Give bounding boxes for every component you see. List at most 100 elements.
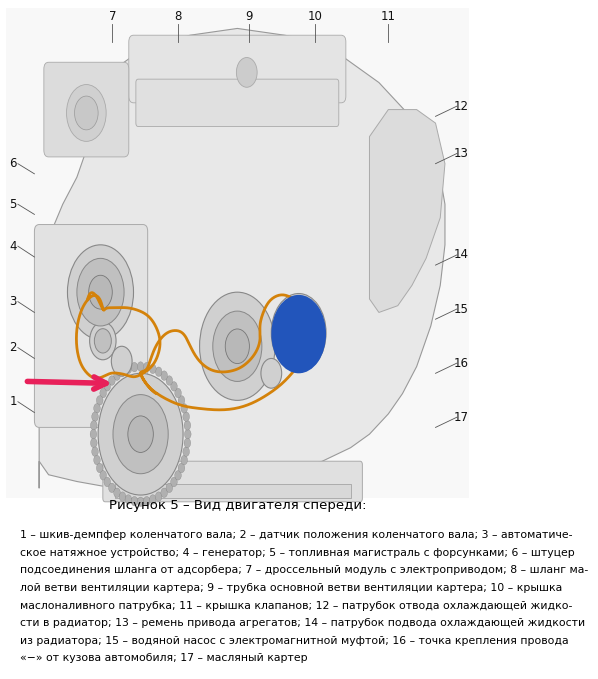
Circle shape: [104, 382, 111, 391]
Circle shape: [104, 477, 111, 487]
Circle shape: [225, 329, 249, 363]
Circle shape: [94, 403, 100, 413]
Circle shape: [91, 447, 98, 456]
Polygon shape: [39, 29, 445, 488]
Text: 16: 16: [454, 356, 469, 369]
Circle shape: [178, 396, 185, 405]
Circle shape: [109, 375, 115, 385]
Circle shape: [114, 371, 120, 380]
Circle shape: [170, 477, 177, 487]
Circle shape: [94, 329, 111, 353]
Circle shape: [166, 375, 173, 385]
Text: 3: 3: [10, 295, 17, 308]
Circle shape: [183, 412, 190, 422]
FancyBboxPatch shape: [44, 62, 129, 157]
Circle shape: [100, 388, 106, 398]
Circle shape: [144, 363, 150, 372]
Circle shape: [271, 295, 326, 373]
Circle shape: [96, 463, 103, 473]
Text: подсоединения шланга от адсорбера; 7 – дроссельный модуль с электроприводом; 8 –: подсоединения шланга от адсорбера; 7 – д…: [20, 566, 588, 575]
Polygon shape: [370, 109, 445, 312]
Text: «−» от кузова автомобиля; 17 – масляный картер: «−» от кузова автомобиля; 17 – масляный …: [20, 653, 308, 663]
Circle shape: [109, 483, 115, 492]
Circle shape: [98, 373, 183, 495]
Circle shape: [175, 388, 181, 398]
Circle shape: [138, 497, 144, 507]
Text: 10: 10: [308, 10, 323, 23]
Circle shape: [181, 403, 188, 413]
Circle shape: [170, 382, 177, 391]
Circle shape: [150, 364, 156, 373]
Text: маслоналивного патрубка; 11 – крышка клапанов; 12 – патрубок отвода охлаждающей : маслоналивного патрубка; 11 – крышка кла…: [20, 600, 573, 610]
Text: 1: 1: [10, 395, 17, 408]
Circle shape: [161, 488, 167, 498]
Circle shape: [111, 346, 132, 376]
Circle shape: [138, 362, 144, 371]
Circle shape: [150, 495, 156, 504]
Text: 8: 8: [175, 10, 182, 23]
Circle shape: [271, 293, 326, 372]
Text: 6: 6: [10, 157, 17, 170]
Circle shape: [131, 363, 138, 372]
Text: Рисунок 5 – Вид двигателя спереди:: Рисунок 5 – Вид двигателя спереди:: [109, 498, 366, 512]
Text: из радиатора; 15 – водяной насос с электромагнитной муфтой; 16 – точка крепления: из радиатора; 15 – водяной насос с элект…: [20, 636, 569, 646]
Circle shape: [90, 429, 97, 439]
Circle shape: [100, 471, 106, 480]
Text: 7: 7: [108, 10, 116, 23]
Circle shape: [119, 492, 126, 501]
FancyBboxPatch shape: [115, 483, 350, 498]
Circle shape: [113, 394, 168, 474]
FancyBboxPatch shape: [35, 225, 148, 427]
FancyBboxPatch shape: [129, 35, 346, 103]
Circle shape: [144, 496, 150, 506]
Circle shape: [68, 245, 133, 340]
Text: 4: 4: [10, 240, 17, 253]
Circle shape: [183, 447, 190, 456]
Text: 12: 12: [454, 100, 469, 113]
Circle shape: [213, 311, 262, 382]
Circle shape: [161, 371, 167, 380]
Circle shape: [289, 319, 308, 346]
Circle shape: [131, 496, 138, 506]
Circle shape: [128, 416, 153, 452]
Circle shape: [89, 275, 112, 309]
Circle shape: [75, 96, 98, 130]
Circle shape: [155, 367, 162, 376]
Circle shape: [66, 85, 106, 141]
Circle shape: [125, 495, 132, 504]
Circle shape: [181, 456, 188, 465]
Text: 1 – шкив-демпфер коленчатого вала; 2 – датчик положения коленчатого вала; 3 – ав: 1 – шкив-демпфер коленчатого вала; 2 – д…: [20, 530, 573, 540]
Circle shape: [90, 420, 97, 430]
Text: 15: 15: [454, 303, 469, 316]
Text: ское натяжное устройство; 4 – генератор; 5 – топливная магистраль с форсунками; : ское натяжное устройство; 4 – генератор;…: [20, 548, 575, 557]
Text: 17: 17: [454, 411, 469, 424]
Text: 9: 9: [245, 10, 253, 23]
Circle shape: [279, 304, 319, 361]
FancyBboxPatch shape: [6, 8, 469, 498]
Circle shape: [155, 492, 162, 501]
Circle shape: [90, 322, 116, 360]
Circle shape: [184, 420, 191, 430]
Text: 14: 14: [454, 249, 469, 261]
Circle shape: [200, 292, 275, 401]
Circle shape: [236, 58, 257, 88]
Circle shape: [166, 483, 173, 492]
FancyBboxPatch shape: [103, 461, 362, 502]
Text: 5: 5: [10, 198, 17, 210]
Text: 2: 2: [10, 341, 17, 354]
Circle shape: [175, 471, 181, 480]
Circle shape: [114, 488, 120, 498]
Circle shape: [184, 438, 191, 447]
Circle shape: [96, 396, 103, 405]
Circle shape: [94, 456, 100, 465]
Circle shape: [125, 364, 132, 373]
Circle shape: [184, 429, 191, 439]
Text: 11: 11: [381, 10, 396, 23]
Circle shape: [119, 367, 126, 376]
Circle shape: [178, 463, 185, 473]
FancyBboxPatch shape: [136, 79, 339, 126]
Circle shape: [261, 359, 282, 388]
Circle shape: [91, 412, 98, 422]
Text: сти в радиатор; 13 – ремень привода агрегатов; 14 – патрубок подвода охлаждающей: сти в радиатор; 13 – ремень привода агре…: [20, 618, 585, 628]
Text: 13: 13: [454, 147, 469, 160]
